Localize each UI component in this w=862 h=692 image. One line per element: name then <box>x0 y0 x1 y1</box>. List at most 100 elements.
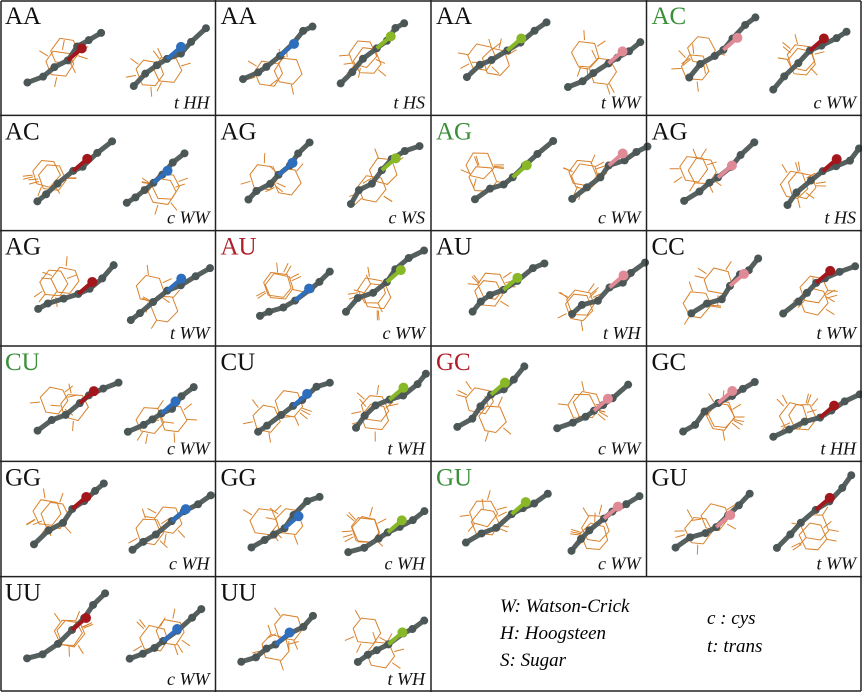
atom <box>197 605 206 614</box>
atom <box>840 397 849 406</box>
bond <box>797 161 801 172</box>
pair-label: AA <box>436 3 472 30</box>
geometry-label: c WW <box>598 438 642 458</box>
atom <box>252 186 261 195</box>
ring <box>252 404 281 433</box>
atom <box>108 137 117 146</box>
base-atom <box>516 33 527 44</box>
pair-label: AC <box>5 118 40 145</box>
bond <box>136 621 145 630</box>
atom <box>685 73 694 82</box>
bond <box>711 304 722 307</box>
bond <box>130 57 139 65</box>
bond <box>697 267 707 275</box>
atom <box>194 500 203 509</box>
legend-text: W: Watson-Crick <box>500 596 630 617</box>
bond <box>493 165 504 168</box>
atom <box>476 297 485 306</box>
atom <box>47 416 56 425</box>
atom <box>540 259 549 268</box>
base-atom <box>398 382 409 393</box>
atom <box>553 424 562 433</box>
atom <box>44 526 53 535</box>
bond <box>150 319 158 329</box>
atom <box>360 411 369 420</box>
bond <box>825 308 835 315</box>
atom <box>262 644 271 653</box>
atom <box>344 548 353 557</box>
ring <box>779 170 809 199</box>
base-atom <box>617 46 628 57</box>
base-atom <box>76 43 87 54</box>
geometry-label: c WW <box>167 208 211 228</box>
bond <box>301 409 311 416</box>
bond <box>42 271 53 277</box>
bond <box>174 645 179 656</box>
atom <box>477 529 486 538</box>
bond <box>346 514 355 522</box>
atom <box>577 300 586 309</box>
bond <box>279 660 284 671</box>
base-atom <box>170 396 181 407</box>
atom <box>832 34 841 43</box>
atom <box>255 311 264 320</box>
bond <box>283 263 289 273</box>
ring <box>249 164 279 191</box>
bond <box>484 432 489 442</box>
bond <box>794 34 799 45</box>
atom <box>487 56 496 65</box>
atom <box>485 290 494 299</box>
atom <box>736 151 745 160</box>
atom <box>84 36 93 45</box>
bond <box>342 533 353 538</box>
bond <box>367 266 370 277</box>
bond <box>591 49 597 60</box>
atom <box>262 62 271 71</box>
bond <box>362 177 372 184</box>
pair-label: CC <box>652 234 685 261</box>
bond <box>257 292 267 299</box>
bond <box>285 265 292 275</box>
bond <box>186 418 198 421</box>
bond <box>570 531 581 535</box>
bond <box>356 392 365 400</box>
bond <box>475 155 480 166</box>
bond <box>183 403 193 411</box>
atom <box>101 589 110 598</box>
atom <box>114 378 123 387</box>
bond <box>487 490 491 500</box>
ring <box>700 503 730 532</box>
geometry-label: c WW <box>814 92 858 112</box>
pair-label: AA <box>5 3 41 30</box>
bond <box>391 662 401 669</box>
base-atom <box>284 627 295 638</box>
atom <box>772 543 781 552</box>
bond <box>467 523 475 532</box>
bond <box>289 273 300 279</box>
bond <box>815 181 826 184</box>
atom <box>279 303 288 312</box>
atom <box>404 254 413 263</box>
bond <box>460 63 470 69</box>
bond <box>29 401 40 404</box>
bond <box>374 148 379 159</box>
atom <box>93 148 102 157</box>
atom <box>705 178 714 187</box>
bond <box>292 288 303 293</box>
bond <box>133 645 143 652</box>
atom <box>486 184 495 193</box>
bond <box>473 156 479 167</box>
molecule <box>22 137 117 206</box>
bond <box>162 278 172 284</box>
atom <box>99 479 108 488</box>
molecule <box>563 30 645 95</box>
atom <box>125 654 134 663</box>
pair-label: GG <box>221 464 257 491</box>
atom <box>769 432 778 441</box>
ring <box>572 390 602 419</box>
bond <box>377 518 387 524</box>
ring <box>135 407 165 435</box>
bond <box>498 38 502 49</box>
bond <box>828 529 839 532</box>
